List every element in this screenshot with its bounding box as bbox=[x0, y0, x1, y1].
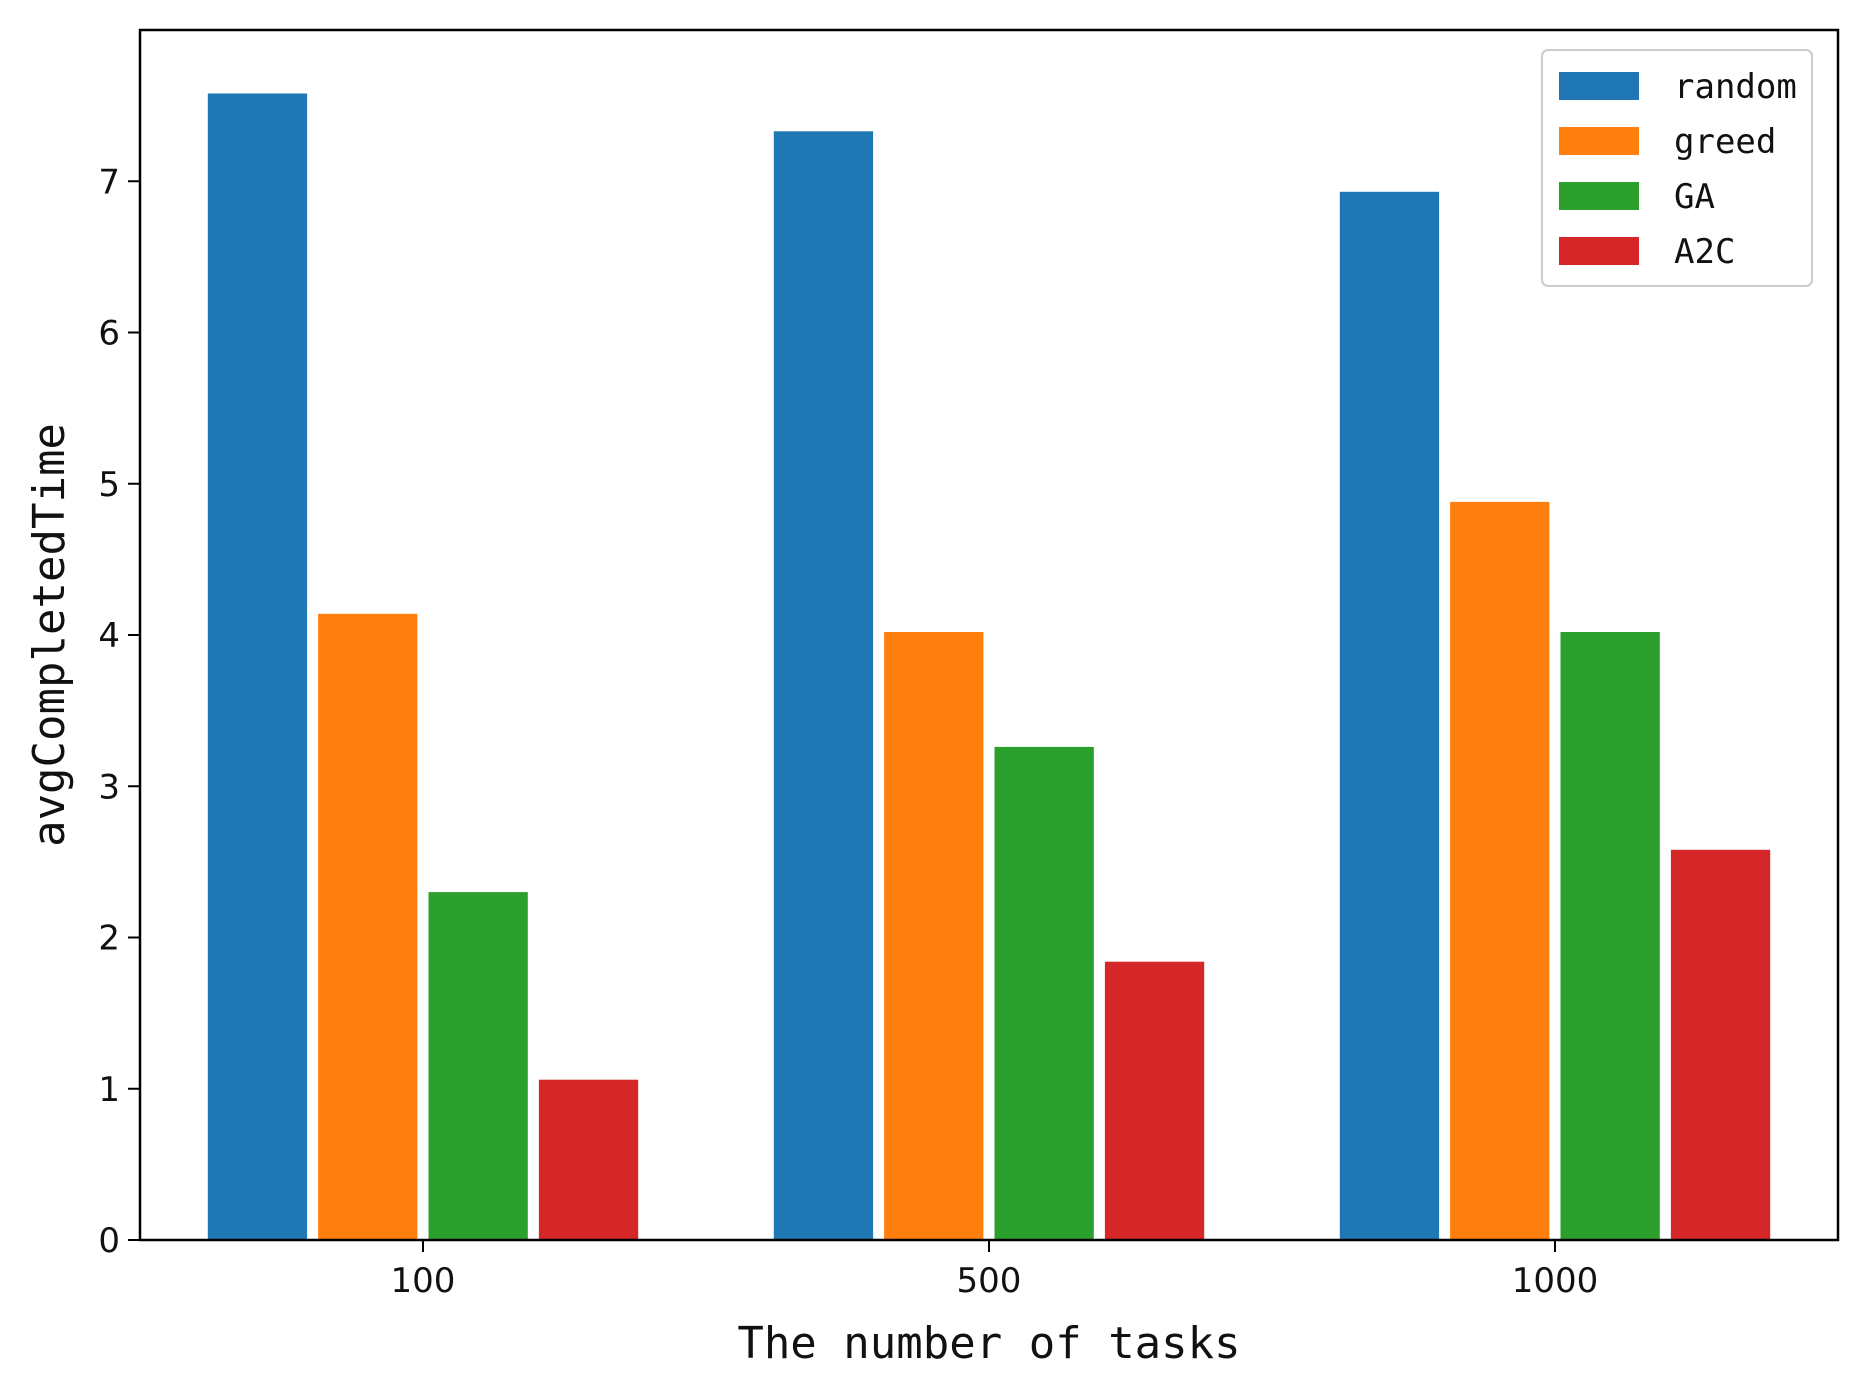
legend-swatch-ga bbox=[1559, 182, 1639, 210]
x-tick-label: 100 bbox=[391, 1261, 456, 1301]
bar-greed-500 bbox=[884, 632, 984, 1240]
y-tick-label: 3 bbox=[98, 767, 120, 807]
legend-label-random: random bbox=[1674, 67, 1797, 107]
bar-random-1000 bbox=[1339, 191, 1440, 1240]
bar-random-100 bbox=[207, 93, 308, 1240]
y-tick-label: 2 bbox=[98, 919, 120, 959]
y-tick-label: 6 bbox=[98, 314, 120, 354]
bar-ga-100 bbox=[428, 892, 528, 1240]
bars-group bbox=[207, 93, 1771, 1240]
x-axis-title: The number of tasks bbox=[737, 1318, 1240, 1369]
legend-label-greed: greed bbox=[1674, 122, 1776, 162]
y-axis-ticks: 0 1 2 3 4 5 6 7 bbox=[98, 162, 140, 1261]
legend-swatch-a2c bbox=[1559, 237, 1639, 265]
bar-ga-500 bbox=[994, 746, 1094, 1240]
legend-swatch-random bbox=[1559, 72, 1639, 100]
y-tick-label: 7 bbox=[98, 162, 120, 202]
bar-greed-1000 bbox=[1450, 501, 1550, 1240]
y-tick-label: 0 bbox=[98, 1221, 120, 1261]
y-tick-label: 1 bbox=[98, 1070, 120, 1110]
y-tick-label: 5 bbox=[98, 465, 120, 505]
y-axis-title: avgCompletedTime bbox=[24, 423, 75, 847]
bar-ga-1000 bbox=[1560, 632, 1660, 1240]
legend: random greed GA A2C bbox=[1541, 49, 1813, 287]
legend-label-a2c: A2C bbox=[1674, 232, 1735, 272]
x-tick-label: 1000 bbox=[1512, 1261, 1599, 1301]
bar-a2c-100 bbox=[538, 1079, 639, 1240]
y-tick-label: 4 bbox=[98, 616, 120, 656]
legend-swatch-greed bbox=[1559, 127, 1639, 155]
x-tick-label: 500 bbox=[957, 1261, 1022, 1301]
legend-label-ga: GA bbox=[1674, 177, 1715, 217]
legend-box bbox=[1541, 49, 1813, 287]
bar-a2c-500 bbox=[1104, 961, 1205, 1240]
bar-random-500 bbox=[773, 131, 874, 1240]
bar-greed-100 bbox=[318, 613, 418, 1240]
bar-a2c-1000 bbox=[1670, 849, 1771, 1240]
x-axis-ticks: 100 500 1000 bbox=[391, 1240, 1599, 1301]
